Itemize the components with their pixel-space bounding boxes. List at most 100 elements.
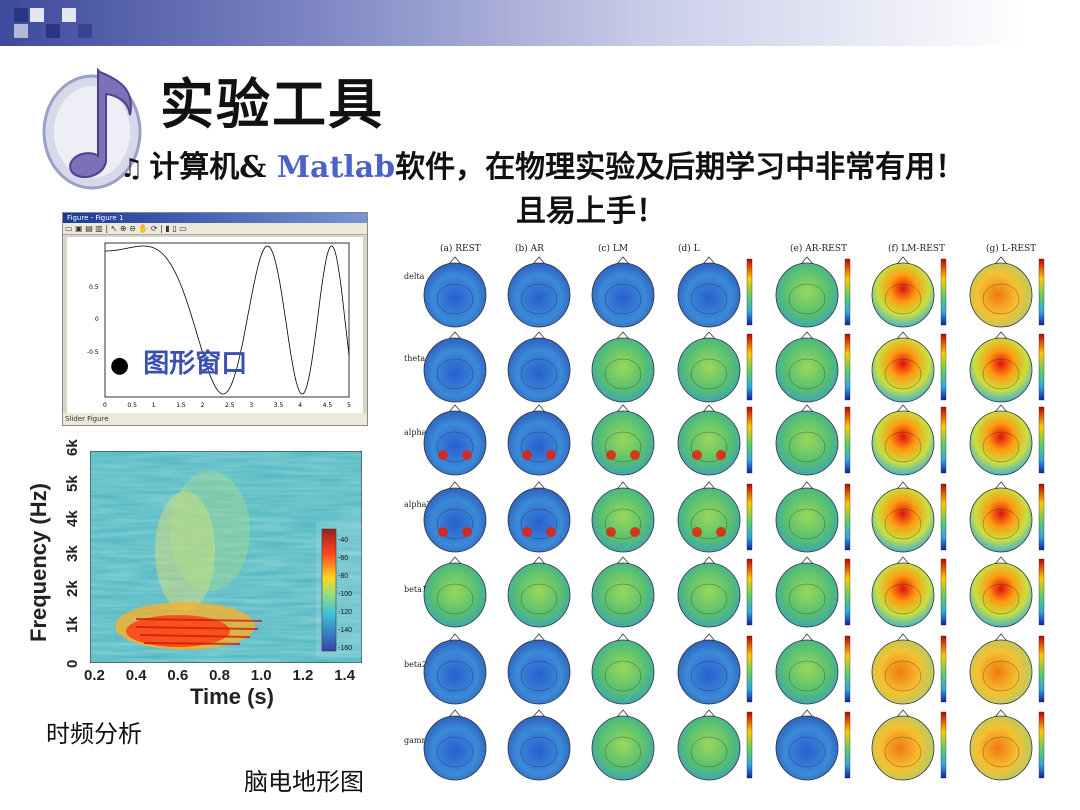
spectrogram-xtick: 0.8: [209, 667, 230, 684]
topomap-head: [507, 256, 571, 328]
spectrogram-ytick: 3k: [64, 545, 81, 563]
spectrogram-xtick: 1.2: [292, 667, 314, 684]
colorbar-tick: -160: [338, 645, 352, 652]
caption-eeg-topography: 脑电地形图: [244, 768, 364, 796]
decor-square: [30, 8, 44, 22]
topomap-head: [591, 404, 655, 476]
topomap-head: [969, 331, 1033, 403]
line1-suffix: 软件，在物理实验及后期学习中非常有用！: [395, 150, 966, 185]
colorbar: [844, 711, 851, 779]
topomap-head: [871, 331, 935, 403]
eeg-row-label: beta1: [404, 585, 427, 594]
brand-matlab: Matlab: [276, 150, 396, 185]
topomap-head: [775, 331, 839, 403]
topomap-head: [677, 331, 741, 403]
colorbar: [940, 258, 947, 326]
eeg-column-header: (g) L-REST: [986, 244, 1037, 254]
xtick: 3.5: [274, 402, 284, 409]
spectrogram-ytick: 5k: [64, 474, 81, 492]
eeg-column-header: (b) AR: [515, 244, 544, 254]
ytick: 0: [95, 316, 99, 323]
colorbar-tick: -40: [338, 537, 348, 544]
topomap-head: [969, 481, 1033, 553]
spectrogram-xtick: 0.2: [84, 667, 105, 684]
slide-title: 实验工具: [160, 72, 384, 136]
spectrogram-xtick: 1.4: [334, 667, 356, 684]
topomap-head: [423, 404, 487, 476]
colorbar: [1038, 711, 1045, 779]
decor-square: [78, 24, 92, 38]
topomap-head: [677, 709, 741, 781]
topomap-head: [507, 709, 571, 781]
topomap-head: [423, 633, 487, 705]
eeg-column-header: (f) LM-REST: [888, 244, 945, 254]
colorbar: [940, 635, 947, 703]
topomap-head: [871, 556, 935, 628]
topomap-head: [871, 256, 935, 328]
colorbar: [746, 483, 753, 551]
topomap-head: [677, 633, 741, 705]
eeg-row-label: theta: [404, 354, 426, 363]
xtick: 0: [103, 402, 107, 409]
topomap-head: [507, 556, 571, 628]
decor-square: [46, 24, 60, 38]
colorbar: [940, 333, 947, 401]
header-band: [0, 0, 1080, 46]
topomap-head: [423, 256, 487, 328]
line1-prefix: 计算机&: [149, 150, 277, 185]
colorbar: [746, 635, 753, 703]
bullet-line: ♫ 计算机& Matlab软件，在物理实验及后期学习中非常有用！: [120, 142, 965, 186]
topomap-head: [969, 404, 1033, 476]
topomap-head: [507, 404, 571, 476]
topomap-head: [775, 633, 839, 705]
topomap-head: [871, 633, 935, 705]
topomap-head: [591, 481, 655, 553]
spectrogram-ytick: 2k: [64, 580, 81, 598]
topomap-head: [775, 256, 839, 328]
colorbar: [844, 258, 851, 326]
eeg-column-header: (e) AR-REST: [790, 244, 848, 254]
colorbar: [1038, 333, 1045, 401]
colorbar: [844, 558, 851, 626]
spectrogram-ytick: 6k: [64, 439, 81, 457]
eeg-row-label: alpha2: [404, 500, 432, 509]
eeg-topography-grid: [423, 256, 1045, 781]
decor-square: [14, 8, 28, 22]
eeg-row-label: alpha1: [404, 428, 432, 437]
topomap-head: [969, 633, 1033, 705]
colorbar: [1038, 406, 1045, 474]
colorbar: [746, 258, 753, 326]
topomap-head: [775, 556, 839, 628]
eeg-row-label: gamma: [404, 736, 434, 745]
colorbar: [746, 333, 753, 401]
colorbar: [1038, 558, 1045, 626]
plot-area: 0.5 0 -0.5 0 0.5 1 1.5 2 2.5 3 3.5 4 4.5 5: [67, 237, 363, 413]
xtick: 2: [201, 402, 205, 409]
xtick: 5: [347, 402, 351, 409]
topomap-head: [591, 633, 655, 705]
colorbar-tick: -120: [338, 609, 352, 616]
xtick: 0.5: [127, 402, 137, 409]
window-title: Figure - Figure 1: [63, 213, 367, 223]
figure-window-label: ● 图形窗口: [110, 343, 247, 380]
topomap-head: [871, 481, 935, 553]
topomap-head: [591, 331, 655, 403]
xtick: 4.5: [323, 402, 333, 409]
spectrogram-ylabel: Frequency (Hz): [26, 483, 51, 642]
topomap-head: [423, 481, 487, 553]
topomap-head: [423, 331, 487, 403]
colorbar: [844, 635, 851, 703]
spectrogram-xlabel: Time (s): [190, 684, 274, 709]
topomap-head: [591, 709, 655, 781]
eeg-row-label: beta2: [404, 660, 427, 669]
colorbar: [940, 711, 947, 779]
topomap-head: [969, 256, 1033, 328]
ytick: 0.5: [89, 284, 99, 291]
xtick: 1: [152, 402, 156, 409]
topomap-head: [423, 556, 487, 628]
colorbar: [940, 406, 947, 474]
topomap-head: [871, 404, 935, 476]
topomap-head: [591, 256, 655, 328]
bullet-line-2: 且易上手！: [516, 194, 666, 229]
topomap-head: [775, 709, 839, 781]
